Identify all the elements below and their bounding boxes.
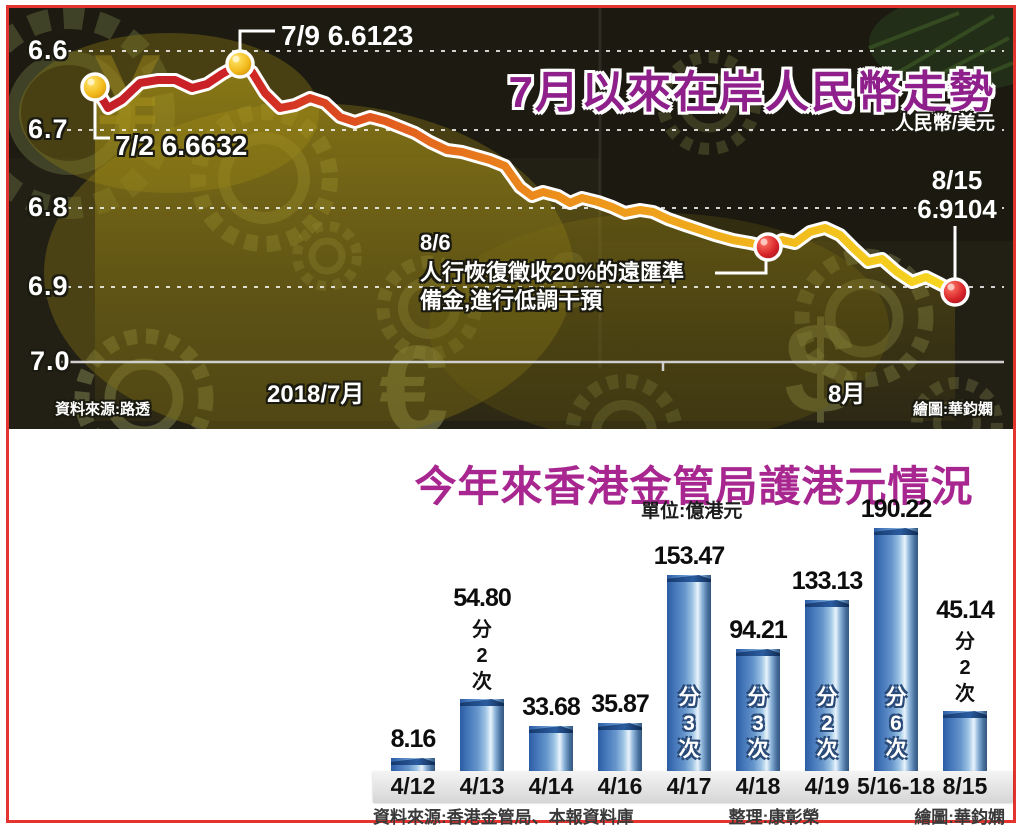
y-tick-6.6: 6.6 [28, 35, 69, 65]
data-point-marker [225, 49, 255, 79]
top-chart-title: 7月以來在岸人民幣走勢 [508, 68, 995, 117]
annotation-pboc-line1: 人行恢復徵收20%的遠匯準 [420, 260, 685, 285]
bar-4/12 [391, 758, 435, 771]
marker-shine [947, 283, 955, 291]
x-label-july: 2018/7月 [267, 381, 365, 408]
marker-shine [760, 238, 768, 246]
infographic-frame: ¥ € $ £ 6.6 6.7 6.8 6.9 [6, 5, 1016, 827]
bottom-editor: 整理:康彰榮 [728, 808, 820, 827]
data-point-marker [940, 277, 970, 307]
annotation-peak: 7/9 6.6123 [281, 20, 414, 51]
x-axis-band: 4/12 4/13 4/14 4/16 4/17 4/18 4/19 5/16-18 8/15 [373, 771, 1013, 802]
x-axis-date-label: 4/14 [528, 773, 574, 799]
bar-value-label: 94.21 [729, 616, 788, 644]
bar-8/15 [943, 711, 987, 771]
x-label-august: 8月 [828, 381, 866, 408]
data-point-marker [80, 72, 110, 102]
annotation-connector [238, 29, 275, 50]
bar-4/19 [805, 600, 849, 771]
bar-value-label: 153.47 [653, 542, 725, 570]
bar-4/17 [667, 575, 711, 771]
gridlines [67, 50, 1004, 288]
top-credit: 繪圖:華鈞嫻 [913, 401, 993, 418]
bar-value-label: 45.14 [936, 596, 995, 624]
bottom-credit: 繪圖:華鈞嫻 [914, 808, 1005, 827]
annotation-pboc-date: 8/6 [420, 230, 451, 255]
annotation-end-value: 6.9104 [917, 194, 997, 224]
y-tick-6.8: 6.8 [28, 192, 69, 222]
x-axis-date-label: 4/16 [597, 773, 643, 799]
bar-4/14 [529, 726, 573, 771]
y-tick-7.0: 7.0 [30, 346, 71, 376]
line-area-fill [95, 64, 955, 421]
bar-value-label: 54.80 [453, 584, 512, 612]
x-axis-date-label: 4/18 [735, 773, 781, 799]
bar-5/16-18 [874, 528, 918, 771]
marker-shine [232, 55, 240, 63]
annotation-end: 8/15 6.9104 [907, 166, 1007, 224]
gear-icon [911, 377, 1003, 429]
bar-value-label: 35.87 [591, 690, 650, 718]
gear-icon [657, 51, 761, 155]
bottom-footer: 資料來源:香港金管局、本報資料庫 整理:康彰榮 繪圖:華鈞嫻 [373, 803, 1005, 828]
hkma-bar-chart-panel: 今年來香港金管局護港元情況 單位:億港元 8.16 54.80 分 2 次 33.68 35… [9, 429, 1013, 827]
x-axis-date-label: 8/15 [942, 773, 988, 799]
x-axis-date-label: 4/13 [459, 773, 505, 799]
y-tick-6.9: 6.9 [28, 271, 69, 301]
bar-value-label: 8.16 [390, 725, 437, 753]
line-chart-canvas: ¥ € $ £ [9, 8, 1013, 429]
x-axis-date-label: 4/17 [666, 773, 712, 799]
data-point-marker [753, 232, 783, 262]
annotation-end-date: 8/15 [931, 165, 983, 195]
annotation-pboc: 8/6 人行恢復徵收20%的遠匯準 備金,進行低調干預 [420, 230, 684, 315]
annotation-start: 7/2 6.6632 [115, 130, 248, 161]
annotation-connector [715, 260, 768, 275]
top-chart-unit: 人民幣/美元 [894, 113, 995, 134]
bar-4/16 [598, 723, 642, 771]
marker-shine [87, 78, 95, 86]
bar-4/18 [736, 649, 780, 771]
bottom-source: 資料來源:香港金管局、本報資料庫 [373, 808, 634, 827]
rmb-line-chart-panel: ¥ € $ £ 6.6 6.7 6.8 6.9 [9, 8, 1013, 429]
annotation-pboc-line2: 備金,進行低調干預 [420, 288, 603, 313]
bar-value-label: 33.68 [522, 693, 581, 721]
bottom-chart-unit: 單位:億港元 [641, 501, 743, 522]
bar-value-label: 133.13 [791, 567, 863, 595]
bar-plot-area: 8.16 54.80 分 2 次 33.68 35.87 153.47 分 3 次 94.21 分 3 次 1… [9, 429, 1013, 771]
x-axis-date-label: 5/16-18 [856, 773, 935, 799]
x-axis-date-label: 4/19 [804, 773, 850, 799]
bottom-chart-title: 今年來香港金管局護港元情況 [414, 463, 974, 510]
bar-4/13 [460, 699, 504, 771]
top-source: 資料來源:路透 [55, 401, 150, 418]
bar-value-label: 190.22 [860, 495, 932, 523]
annotation-connector [93, 100, 110, 140]
y-tick-6.7: 6.7 [28, 114, 69, 144]
x-axis-date-label: 4/12 [390, 773, 436, 799]
pine-needle-decoration [868, 8, 1013, 95]
